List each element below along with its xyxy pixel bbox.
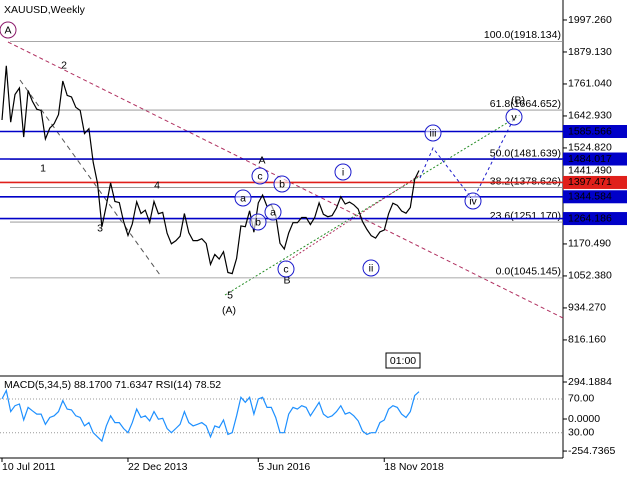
- chart-title: XAUUSD,Weekly: [4, 4, 86, 16]
- wave-circle: [277, 260, 295, 278]
- price-line: [1, 65, 420, 275]
- price-level-box: [563, 152, 627, 166]
- y-tick-label: 0.0000: [568, 413, 600, 425]
- trend-line: [224, 114, 521, 296]
- wave-circle: [334, 163, 352, 181]
- y-tick-label: 816.160: [568, 334, 606, 346]
- y-tick-label: 1761.040: [568, 78, 612, 90]
- y2-tick-label: 30.00: [568, 426, 594, 438]
- wave-circle: [234, 189, 252, 207]
- y-tick-label: -254.7365: [568, 445, 615, 457]
- wave-label: 1: [40, 162, 46, 174]
- y-tick-label: 1170.490: [568, 238, 611, 250]
- wave-circle: [362, 259, 380, 277]
- timer: 01:00: [390, 355, 416, 367]
- price-level-box: [563, 190, 627, 204]
- price-level-label: 1484.017: [568, 153, 612, 165]
- wave-circle: [0, 21, 17, 39]
- x-tick-label: 18 Nov 2018: [384, 461, 444, 473]
- wave-label: v: [511, 111, 517, 123]
- price-level-box: [563, 212, 627, 226]
- wave-label: c: [257, 170, 262, 182]
- price-level-label: 1344.584: [568, 191, 612, 203]
- y-tick-label: 1642.930: [568, 110, 612, 122]
- trend-line: [19, 79, 161, 276]
- y-tick-label: 1879.130: [568, 46, 612, 58]
- wave-circle: [424, 124, 442, 142]
- wave-label: b: [255, 216, 261, 228]
- current-price: 1441.490: [568, 164, 612, 176]
- fib-label: 50.0(1481.639): [490, 147, 561, 159]
- wave-circle: [464, 192, 482, 210]
- price-level-box: [563, 175, 627, 189]
- timer-box: [385, 352, 421, 369]
- y-tick-label: 1052.380: [568, 270, 612, 282]
- indicator-title: MACD(5,34,5) 88.1700 71.6347 RSI(14) 78.…: [4, 379, 221, 391]
- wave-label: b: [279, 178, 285, 190]
- wave-label: a: [240, 192, 246, 204]
- wave-label: c: [283, 263, 288, 275]
- fib-label: 61.8(1664.652): [490, 98, 561, 110]
- x-tick-label: 5 Jun 2016: [258, 461, 310, 473]
- wave-label: ii: [369, 262, 374, 274]
- y-tick-label: 294.1884: [568, 376, 612, 388]
- price-level-box: [563, 125, 627, 139]
- wave-label: 3: [97, 222, 103, 234]
- wave-label: iv: [469, 195, 477, 207]
- wave-label: 5: [227, 289, 233, 301]
- wave-label: a: [270, 206, 276, 218]
- wave-label: A: [258, 154, 265, 166]
- price-level-label: 1397.471: [568, 176, 612, 188]
- wave-label: 4: [154, 179, 160, 191]
- fib-label: 0.0(1045.145): [496, 266, 561, 278]
- wave-label: 2: [61, 59, 67, 71]
- wave-circle: [249, 213, 267, 231]
- y2-tick-label: 70.00: [568, 393, 594, 405]
- price-line: [1, 388, 420, 443]
- fib-label: 23.6(1251.170): [490, 210, 561, 222]
- wave-label: B: [283, 274, 290, 286]
- wave-circle: [264, 203, 282, 221]
- wave-label: iii: [430, 127, 437, 139]
- wave-label: (A): [222, 304, 236, 316]
- fib-label: 100.0(1918.134): [484, 29, 561, 41]
- wave-label: A: [4, 24, 11, 36]
- wave-circle: [251, 167, 269, 185]
- price-level-label: 1585.566: [568, 125, 612, 137]
- price-level-label: 1264.186: [568, 212, 612, 224]
- trend-line: [285, 174, 421, 263]
- wave-label: i: [342, 166, 344, 178]
- wave-circle: [273, 175, 291, 193]
- fib-label: 38.2(1378.626): [490, 175, 561, 187]
- x-tick-label: 10 Jul 2011: [2, 461, 56, 473]
- y-tick-label: 1524.820: [568, 142, 612, 154]
- y-tick-label: 1997.260: [568, 14, 612, 26]
- wave-label: (B): [511, 94, 525, 106]
- y-tick-label: 934.270: [568, 302, 606, 314]
- x-tick-label: 22 Dec 2013: [128, 461, 188, 473]
- wave-circle: [505, 108, 523, 126]
